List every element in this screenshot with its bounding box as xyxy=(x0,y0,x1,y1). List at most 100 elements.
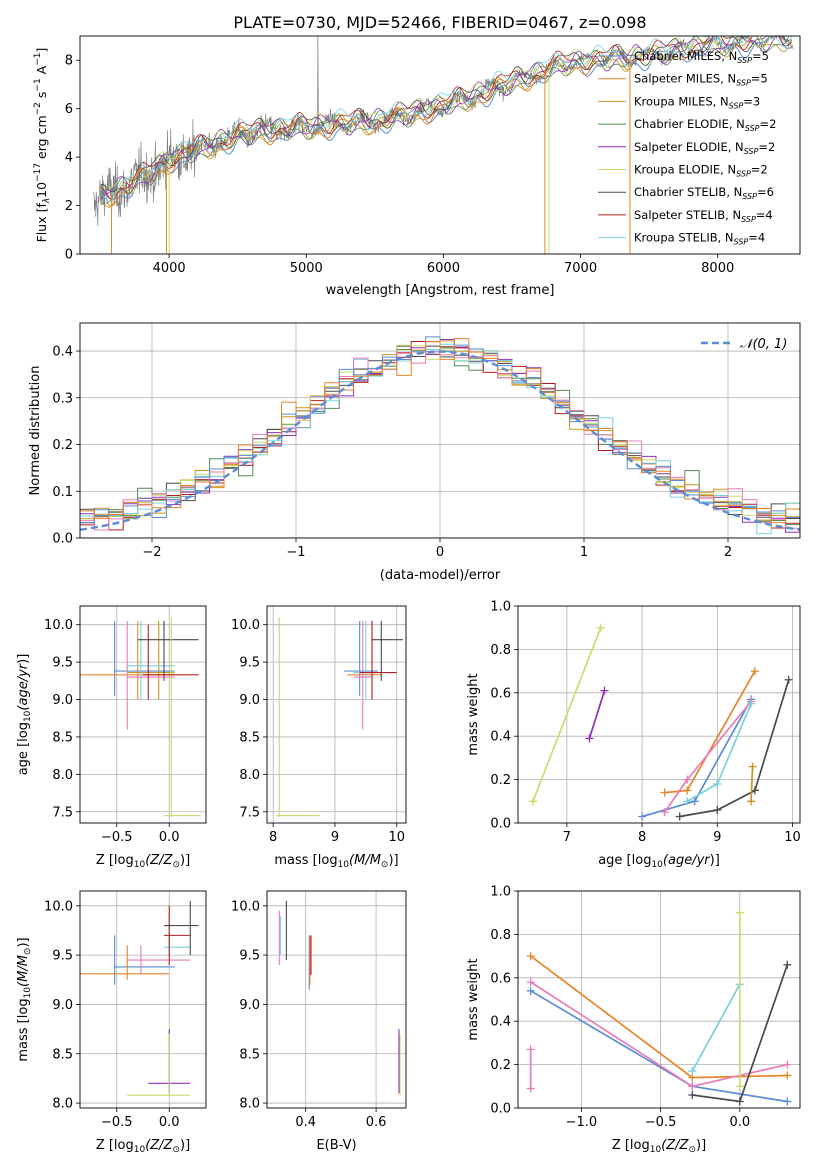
x-tick-label: 7 xyxy=(563,830,571,845)
weight-point-marker xyxy=(783,1097,792,1106)
weight-point-marker xyxy=(688,1082,697,1091)
ylabel-part: ] xyxy=(34,48,49,53)
y-tick-label: 2 xyxy=(65,199,73,214)
y-tick-label: 0.3 xyxy=(52,391,73,406)
ylabel-part: age [log xyxy=(16,722,31,775)
legend-name: Chabrier MILES, N xyxy=(634,49,737,63)
weight-series-line xyxy=(691,983,741,1072)
xlabel-sub: 10 xyxy=(134,860,146,870)
weight-point-marker xyxy=(748,762,757,771)
weight-point-marker xyxy=(585,734,594,743)
axes-frame xyxy=(79,890,207,1109)
weight-point-marker xyxy=(660,808,669,817)
y-tick-label: 7.5 xyxy=(52,805,73,820)
xlabel-sub: 10 xyxy=(134,1145,146,1155)
model-spectrum-line xyxy=(100,36,793,208)
ylabel-part: erg cm xyxy=(34,115,49,163)
weight-point-marker xyxy=(747,797,756,806)
weight-point-marker xyxy=(688,1067,697,1076)
ylabel-sup: −17 xyxy=(33,163,43,182)
xlabel-sub2: ⊙ xyxy=(688,1145,696,1155)
y-tick-label: 6 xyxy=(65,102,73,117)
legend-sub: SSP xyxy=(745,124,760,133)
model-spectrum-line xyxy=(100,36,772,194)
xlabel-italic: (Z/Z xyxy=(145,853,173,868)
y-tick-label: 0.4 xyxy=(490,730,511,745)
weight-point-marker xyxy=(529,797,538,806)
ylabel-sub: λ xyxy=(42,198,52,204)
y-tick-label: 0.2 xyxy=(52,438,73,453)
spectrum-legend: Chabrier MILES, N SSP =5 Salpeter MILES, NS… xyxy=(598,49,776,247)
x-tick-label: 10 xyxy=(784,830,801,845)
legend-entry: 𝒩(0, 1) xyxy=(740,337,787,352)
x-axis-label: wavelength [Angstrom, rest frame] xyxy=(326,283,555,298)
x-tick-label: −1 xyxy=(286,545,305,560)
plot-area-age_vs_mass xyxy=(267,606,406,823)
y-tick-label: 8.0 xyxy=(239,768,260,783)
weight-point-marker xyxy=(713,805,722,814)
legend-sub: SSP xyxy=(742,192,757,201)
y-tick-label: 9.0 xyxy=(52,998,73,1013)
x-tick-label: −1.0 xyxy=(566,1115,598,1130)
legend-tail: =5 xyxy=(752,49,769,63)
xlabel-part: Z [log xyxy=(612,1138,650,1153)
weight-series-line xyxy=(663,700,752,813)
legend-name: Chabrier ELODIE, N xyxy=(634,117,745,131)
ylabel: mass [log10(M/M⊙)] xyxy=(16,937,33,1061)
panel-weight_vs_z: −1.0 −0.5 0.0 0.0 0.2 0.4 0.6 0.8 1.0 Z [log10(Z/… xyxy=(466,885,801,1155)
y-tick-label: 0.6 xyxy=(490,971,511,986)
y-tick-label: 0 xyxy=(65,248,73,263)
plot-area-residuals xyxy=(80,323,800,538)
y-tick-label: 9.0 xyxy=(239,998,260,1013)
y-tick-label: 0.2 xyxy=(490,773,511,788)
xlabel-part: age [log xyxy=(598,853,651,868)
ylabel-close: )] xyxy=(16,654,31,664)
xlabel-sub: 10 xyxy=(338,860,350,870)
model-spectrum-line xyxy=(100,36,792,194)
legend-sub: SSP xyxy=(734,238,749,247)
y-tick-label: 9.0 xyxy=(52,693,73,708)
weight-point-marker xyxy=(596,623,605,632)
weight-series-line xyxy=(588,690,606,739)
ylabel-sup: −1 xyxy=(33,53,43,66)
y-tick-label: 8.5 xyxy=(52,730,73,745)
legend-name: Salpeter STELIB, N xyxy=(634,208,741,222)
y-tick-label: 4 xyxy=(65,151,73,166)
y-tick-label: 0.6 xyxy=(490,686,511,701)
y-tick-label: 10.0 xyxy=(44,899,73,914)
x-tick-label: −0.5 xyxy=(645,1115,677,1130)
axes-frame xyxy=(266,605,407,824)
x-tick-label: 8 xyxy=(638,830,646,845)
panel-mass_vs_z: −0.5 0.08.08.59.09.510.0Z [log10(Z/Z⊙)]ma… xyxy=(16,890,207,1155)
legend-name: Kroupa STELIB, N xyxy=(634,231,734,245)
ylabel-part: A xyxy=(34,65,49,78)
x-tick-label: 0.0 xyxy=(729,1115,750,1130)
x-tick-label: 0.4 xyxy=(295,1115,316,1130)
weight-point-marker xyxy=(690,797,699,806)
weight-point-marker xyxy=(600,686,609,695)
plot-area-weight_vs_z xyxy=(518,891,800,1108)
xlabel-close: )] xyxy=(180,1138,190,1153)
y-tick-label: 9.5 xyxy=(239,949,260,964)
legend-name: Salpeter ELODIE, N xyxy=(634,140,744,154)
y-tick-label: 10.0 xyxy=(231,618,260,633)
x-tick-label: 0.0 xyxy=(159,1115,180,1130)
legend-tail: =4 xyxy=(748,231,765,245)
model-spectrum-line xyxy=(100,36,784,200)
x-tick-label: 8 xyxy=(269,830,277,845)
y-tick-label: 0.8 xyxy=(490,928,511,943)
weight-point-marker xyxy=(735,908,744,917)
legend-sub: SSP xyxy=(741,215,756,224)
weight-series-line xyxy=(530,981,788,1088)
legend-entry-2: Salpeter MILES, NSSP=5 xyxy=(634,72,768,88)
x-tick-label: −0.5 xyxy=(101,1115,133,1130)
ylabel-part: mass [log xyxy=(16,998,31,1061)
ylabel-close: )] xyxy=(16,937,31,947)
weight-point-marker xyxy=(660,788,669,797)
weight-point-marker xyxy=(526,1045,535,1054)
xlabel-part: Z [log xyxy=(96,853,134,868)
y-tick-label: 8.0 xyxy=(52,768,73,783)
weight-point-marker xyxy=(783,1071,792,1080)
y-tick-label: 7.5 xyxy=(239,805,260,820)
